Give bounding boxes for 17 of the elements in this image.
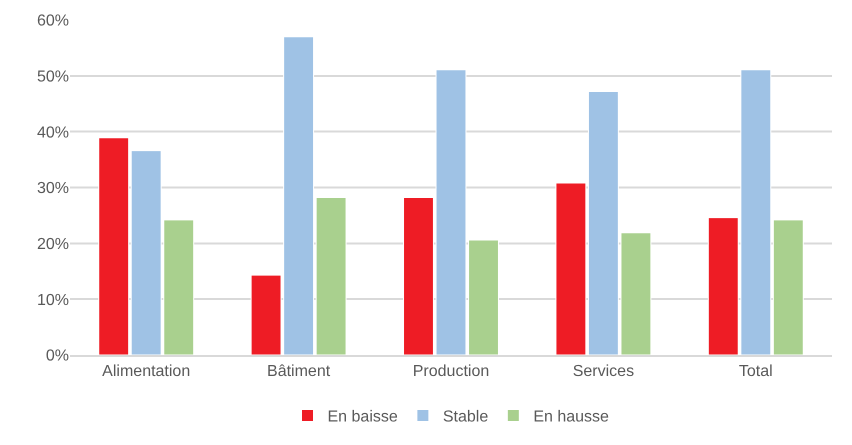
x-tick-label: Alimentation — [102, 363, 190, 380]
x-tick-label: Bâtiment — [267, 363, 331, 380]
bar — [163, 219, 194, 355]
y-tick-label: 30% — [36, 180, 69, 198]
x-tick-label: Services — [572, 363, 634, 380]
bar — [708, 217, 739, 355]
x-tick-label: Production — [412, 363, 490, 380]
legend-label: En baisse — [328, 408, 398, 426]
y-tick-label: 10% — [36, 292, 69, 309]
y-tick-label: 40% — [36, 124, 69, 142]
y-tick-label: 20% — [36, 236, 69, 253]
x-tick-label: Total — [738, 363, 773, 380]
y-tick-label: 0% — [46, 348, 69, 365]
y-tick-label: 50% — [36, 68, 69, 86]
legend-label: En hausse — [533, 408, 610, 426]
y-tick-label: 60% — [36, 12, 69, 30]
legend-label: Stable — [442, 408, 488, 426]
